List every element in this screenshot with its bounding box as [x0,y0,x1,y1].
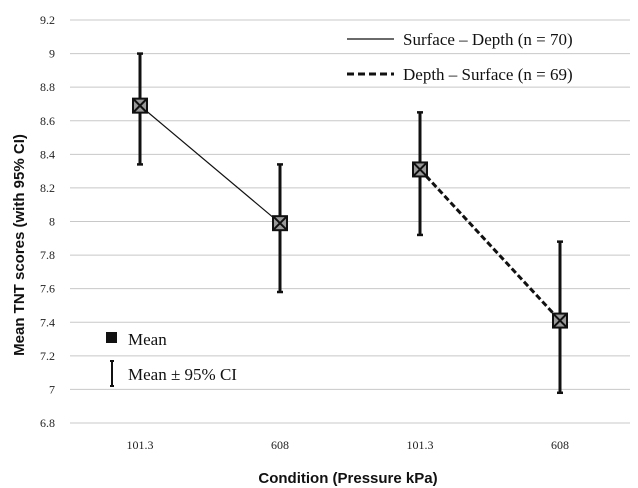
y-tick-label: 7.8 [40,248,55,262]
y-tick-label: 8.8 [40,80,55,94]
mean-key-label: Mean [128,330,167,349]
y-tick-label: 9 [49,47,55,61]
series-line-2 [418,168,562,322]
ci-key-label: Mean ± 95% CI [128,365,237,384]
x-tick-label: 101.3 [407,438,434,452]
x-tick-label: 101.3 [127,438,154,452]
gridlines [70,19,630,424]
y-tick-labels: 6.8 7 7.2 7.4 7.6 7.8 8 8.2 8.4 8.6 8.8 9 9.2 [40,13,55,430]
y-tick-label: 9.2 [40,13,55,27]
y-tick-label: 8.2 [40,181,55,195]
y-tick-label: 7 [49,382,55,396]
error-bars [137,52,563,395]
legend-label-surface-depth: Surface – Depth (n = 70) [403,30,573,49]
mean-key-marker [106,332,117,343]
y-tick-label: 8 [49,215,55,229]
series-lines [139,105,562,322]
mean-marker-cross [132,97,148,114]
mean-marker-cross [552,312,568,329]
y-tick-label: 8.4 [40,147,55,161]
series-line-1 [139,105,281,224]
y-tick-label: 7.6 [40,282,55,296]
x-tick-label: 608 [271,438,289,452]
x-tick-label: 608 [551,438,569,452]
y-tick-label: 6.8 [40,416,55,430]
y-tick-label: 7.2 [40,349,55,363]
legend: Surface – Depth (n = 70) Depth – Surface… [347,30,573,84]
y-tick-label: 8.6 [40,114,55,128]
legend-label-depth-surface: Depth – Surface (n = 69) [403,65,573,84]
symbol-key: Mean Mean ± 95% CI [106,330,237,387]
x-axis-title: Condition (Pressure kPa) [258,470,437,487]
mean-marker-cross [412,161,428,178]
mean-marker-cross [272,215,288,231]
x-tick-labels: 101.3 608 101.3 608 [127,438,570,452]
y-tick-label: 7.4 [40,315,55,329]
y-axis-title: Mean TNT scores (with 95% CI) [11,134,28,356]
mean-markers [132,97,568,329]
